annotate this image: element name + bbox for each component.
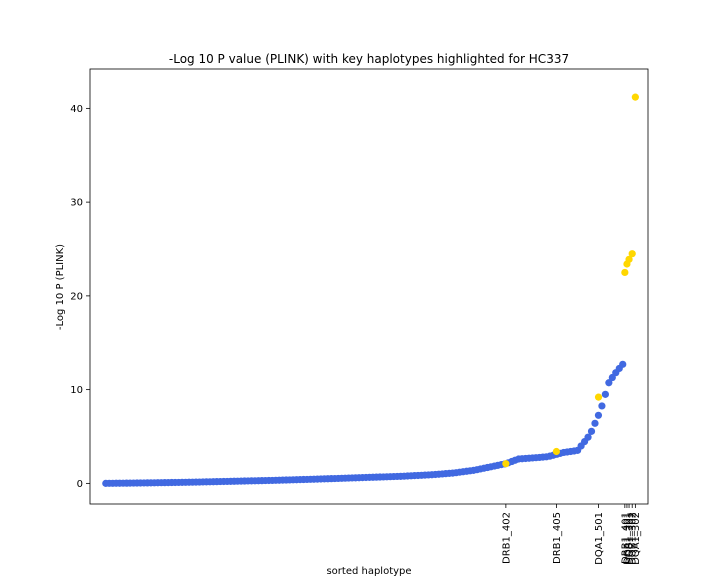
highlight-point xyxy=(594,393,603,401)
axes-frame xyxy=(89,68,649,505)
x-tick-label: DQB1_301 xyxy=(625,512,636,565)
y-axis: 0 10 20 30 40 xyxy=(70,104,90,490)
highlight-point xyxy=(502,460,510,468)
x-tick-label: DQA1_302 xyxy=(631,512,642,565)
highlight-point xyxy=(621,268,629,277)
x-tick-label: DRB1_402 xyxy=(501,512,512,564)
y-axis-label: -Log 10 P (PLINK) xyxy=(55,244,66,330)
base-point xyxy=(601,390,609,398)
highlight-point xyxy=(552,447,561,456)
y-tick-label: 20 xyxy=(70,291,83,302)
base-point xyxy=(598,402,606,410)
x-tick-label: DQB1_302 xyxy=(628,512,639,565)
highlight-point xyxy=(628,250,636,258)
base-point xyxy=(594,411,603,419)
x-axis: DRB1_402 DRB1_405 DQA1_501 DRB1_401DQA1_301… xyxy=(501,504,642,565)
base-point xyxy=(587,427,596,435)
x-tick-label: DQA1_501 xyxy=(594,512,605,565)
y-tick-label: 10 xyxy=(70,385,83,396)
highlight-point xyxy=(625,255,633,263)
highlight-point xyxy=(631,93,639,101)
x-tick-label: DQA1_301 xyxy=(622,512,633,565)
x-tick-label: DRB1_405 xyxy=(552,512,563,564)
y-tick-label: 0 xyxy=(77,479,83,490)
y-tick-label: 30 xyxy=(70,198,83,209)
x-axis-label: sorted haplotype xyxy=(326,566,411,576)
base-point xyxy=(605,379,613,387)
base-point xyxy=(619,360,627,368)
plot-area xyxy=(102,93,639,487)
x-tick-label: DRB1_401 xyxy=(620,512,631,564)
base-point xyxy=(584,433,592,441)
chart-title: -Log 10 P value (PLINK) with key haploty… xyxy=(169,52,569,66)
base-point xyxy=(591,419,599,427)
y-tick-label: 40 xyxy=(70,104,83,115)
